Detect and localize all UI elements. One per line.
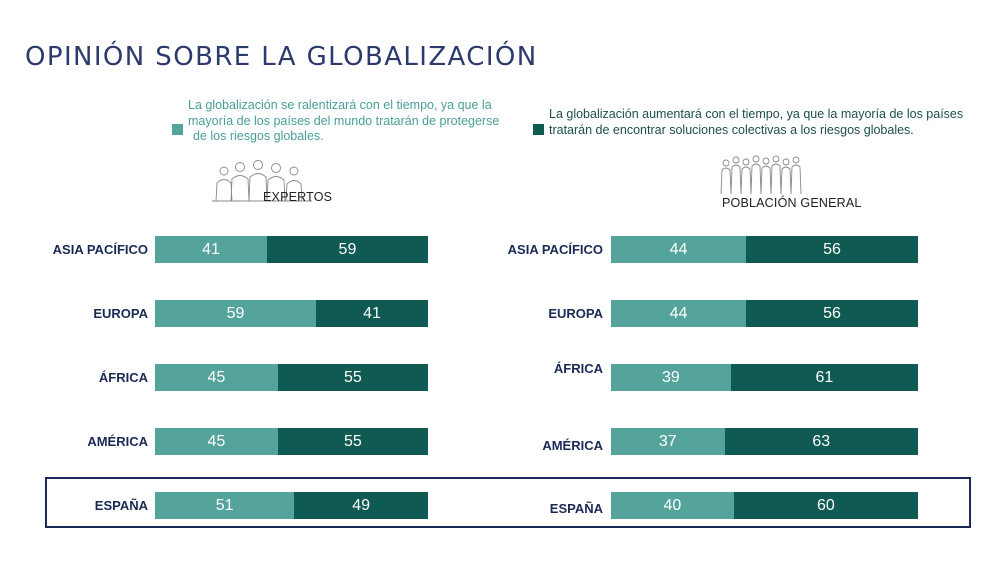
bar-segment-slowdown: 59	[155, 300, 317, 327]
bar-segment-increase: 55	[277, 364, 428, 391]
stacked-bar: 45 55	[155, 364, 428, 391]
stacked-bar: 44 56	[611, 236, 918, 263]
bar-segment-slowdown: 40	[611, 492, 734, 519]
corner-watermark	[850, 0, 1000, 40]
region-label: ASIA PACÍFICO	[52, 242, 148, 257]
region-label: EUROPA	[548, 306, 603, 321]
bar-segment-slowdown: 45	[155, 428, 278, 455]
panel-heading-expertos: EXPERTOS	[263, 190, 333, 204]
bar-segment-slowdown: 45	[155, 364, 278, 391]
bar-segment-slowdown: 37	[611, 428, 725, 455]
legend-text-slowdown: La globalización se ralentizará con el t…	[188, 98, 499, 145]
bar-segment-increase: 63	[724, 428, 918, 455]
stacked-bar: 45 55	[155, 428, 428, 455]
region-label: ESPAÑA	[94, 498, 148, 513]
people-group-icon	[212, 160, 312, 202]
bar-segment-increase: 41	[316, 300, 428, 327]
region-label: EUROPA	[93, 306, 148, 321]
page-title: OPINIÓN SOBRE LA GLOBALIZACIÓN	[25, 42, 538, 72]
legend-swatch-light	[172, 124, 183, 135]
region-label: AMÉRICA	[87, 434, 148, 449]
region-label: ASIA PACÍFICO	[507, 242, 603, 257]
legend-line: La globalización aumentará con el tiempo…	[549, 107, 964, 121]
legend-swatch-dark	[533, 124, 544, 135]
bar-segment-increase: 56	[746, 300, 918, 327]
bar-segment-increase: 56	[746, 236, 918, 263]
legend-line: mayoría de los países del mundo tratarán…	[188, 113, 500, 128]
bar-segment-slowdown: 44	[611, 300, 747, 327]
region-label: ESPAÑA	[549, 501, 603, 516]
legend-line: de los riesgos globales.	[193, 129, 324, 143]
legend-line: tratarán de encontrar soluciones colecti…	[549, 122, 914, 137]
bar-segment-slowdown: 41	[155, 236, 267, 263]
bar-segment-slowdown: 51	[155, 492, 295, 519]
region-label: ÁFRICA	[553, 361, 603, 376]
bar-segment-increase: 49	[294, 492, 428, 519]
bar-segment-increase: 55	[277, 428, 428, 455]
stacked-bar: 59 41	[155, 300, 428, 327]
stacked-bar: 51 49	[155, 492, 428, 519]
stacked-bar: 40 60	[611, 492, 918, 519]
spain-highlight-box	[45, 477, 971, 528]
panel-heading-poblacion: POBLACIÓN GENERAL	[722, 196, 862, 210]
crowd-icon	[720, 155, 802, 195]
legend-text-increase: La globalización aumentará con el tiempo…	[549, 107, 963, 138]
stacked-bar: 41 59	[155, 236, 428, 263]
bar-segment-slowdown: 44	[611, 236, 747, 263]
bar-segment-increase: 61	[730, 364, 918, 391]
stacked-bar: 37 63	[611, 428, 918, 455]
stacked-bar: 39 61	[611, 364, 918, 391]
legend-line: La globalización se ralentizará con el t…	[188, 98, 492, 112]
bar-segment-increase: 59	[266, 236, 428, 263]
bar-segment-slowdown: 39	[611, 364, 731, 391]
region-label: ÁFRICA	[98, 370, 148, 385]
stacked-bar: 44 56	[611, 300, 918, 327]
bar-segment-increase: 60	[733, 492, 918, 519]
region-label: AMÉRICA	[542, 438, 603, 453]
